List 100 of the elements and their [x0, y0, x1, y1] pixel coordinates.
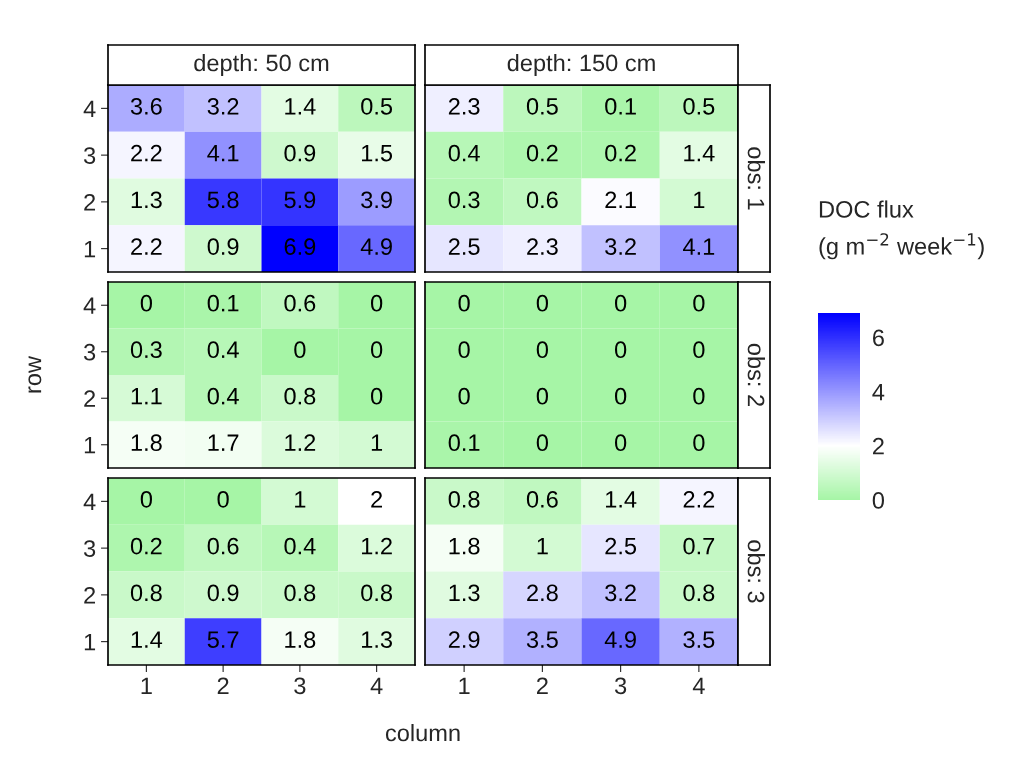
data-label: 0	[370, 341, 383, 359]
data-label: 0	[458, 341, 470, 359]
y-tick-label: 3	[83, 343, 96, 361]
data-label: 3.2	[207, 97, 239, 115]
x-tick-label: 4	[370, 677, 383, 694]
data-label: 0.2	[526, 144, 558, 162]
chart-title: depth: 50 cm	[194, 54, 329, 76]
data-label: 5.7	[207, 631, 239, 648]
y-tick-label: 1	[84, 240, 96, 258]
data-label: 1.5	[362, 144, 393, 162]
chart-title: depth: 150 cm	[507, 54, 655, 76]
y-tick-label: 4	[83, 493, 96, 510]
data-label: 2.3	[448, 97, 480, 115]
data-label: 1.1	[131, 388, 162, 405]
data-label: 2	[371, 490, 383, 508]
data-label: 0	[458, 294, 470, 312]
data-label: 0.6	[284, 294, 316, 312]
data-label: 0.5	[683, 97, 715, 115]
x-axis-title: column	[385, 723, 460, 742]
data-label: 5.9	[284, 191, 316, 209]
data-label: 0.1	[207, 294, 239, 312]
data-label: 2.3	[527, 238, 558, 255]
x-tick-label: 1	[141, 677, 152, 694]
data-label: 1.4	[684, 144, 715, 162]
data-label: 0.4	[448, 144, 480, 162]
data-label: 4.9	[604, 631, 636, 648]
data-label: 1.3	[362, 631, 392, 648]
y-tick-label: 4	[83, 297, 96, 314]
color-bar-label: 6	[873, 329, 884, 347]
data-label: 3.2	[605, 238, 636, 255]
data-label: 2.9	[448, 631, 480, 648]
data-label: 0	[693, 434, 705, 452]
color-bar-label: 0	[872, 492, 885, 509]
data-label: 0	[536, 434, 549, 452]
data-label: 0	[614, 387, 627, 405]
data-label: 4.9	[360, 238, 392, 255]
data-label: 1.3	[449, 584, 480, 602]
data-label: 2.8	[527, 584, 558, 602]
y2-axis-title: obs: 2	[747, 343, 766, 406]
data-label: 1.8	[285, 631, 316, 648]
data-label: 2.1	[605, 191, 636, 208]
data-label: 0	[693, 294, 705, 312]
data-label: 0	[458, 387, 470, 405]
y-tick-label: 3	[83, 540, 96, 557]
data-label: 0.6	[526, 490, 558, 508]
data-label: 0.2	[605, 144, 636, 162]
data-label: 1	[371, 434, 383, 451]
data-label: 3.5	[683, 631, 715, 648]
y-tick-label: 4	[83, 100, 96, 117]
color-bar-title: DOC flux (g m$^{−2}$ week$^{−1}$)	[819, 200, 984, 260]
data-label: 0	[294, 341, 306, 359]
data-label: 4.1	[207, 144, 239, 162]
data-label: 0	[217, 490, 229, 508]
data-label: 1	[694, 191, 705, 208]
data-label: 1.2	[362, 537, 392, 555]
data-label: 1	[537, 537, 548, 555]
data-label: 0	[693, 387, 705, 405]
x-tick-label: 4	[692, 677, 705, 694]
data-label: 3.9	[361, 191, 392, 209]
data-label: 0.5	[526, 97, 558, 115]
data-label: 0.6	[526, 191, 558, 209]
y-tick-label: 1	[84, 633, 96, 651]
data-label: 0.1	[605, 97, 636, 115]
data-label: 0	[140, 294, 153, 312]
data-label: 0.7	[683, 537, 715, 555]
data-label: 2.5	[448, 238, 480, 255]
data-label: 0.4	[207, 341, 239, 359]
data-label: 0.9	[284, 144, 316, 162]
data-label: 0	[693, 341, 705, 359]
data-label: 0.6	[207, 537, 239, 555]
data-label: 1.2	[285, 434, 316, 451]
x-tick-label: 3	[614, 677, 627, 695]
data-label: 4.1	[683, 238, 715, 255]
data-label: 0.2	[130, 537, 162, 555]
data-label: 3.6	[130, 97, 162, 115]
data-label: 0	[370, 294, 383, 312]
data-label: 3.5	[526, 631, 558, 648]
data-label: 1.4	[606, 491, 637, 508]
y-tick-label: 3	[83, 147, 96, 164]
data-label: 2.5	[605, 537, 637, 555]
data-label: 0.8	[361, 584, 393, 602]
data-label: 0.9	[207, 238, 239, 255]
data-label: 0.8	[284, 584, 316, 602]
x-tick-label: 2	[537, 677, 548, 694]
y-tick-label: 2	[84, 390, 96, 407]
y-tick-label: 2	[84, 193, 96, 211]
data-label: 1.3	[131, 191, 162, 209]
y2-axis-title: obs: 1	[747, 147, 766, 210]
y-tick-label: 1	[84, 437, 96, 454]
data-label: 5.8	[207, 191, 239, 209]
data-label: 0.8	[284, 387, 316, 405]
data-label: 0	[370, 387, 383, 405]
data-label: 0	[614, 434, 627, 452]
x-tick-label: 2	[217, 677, 229, 694]
data-label: 0	[614, 341, 627, 359]
data-label: 0.3	[448, 191, 480, 209]
data-label: 0.5	[361, 97, 393, 115]
data-label: 0	[614, 294, 627, 312]
data-label: 2.2	[683, 490, 715, 508]
color-bar-label: 2	[872, 437, 884, 455]
